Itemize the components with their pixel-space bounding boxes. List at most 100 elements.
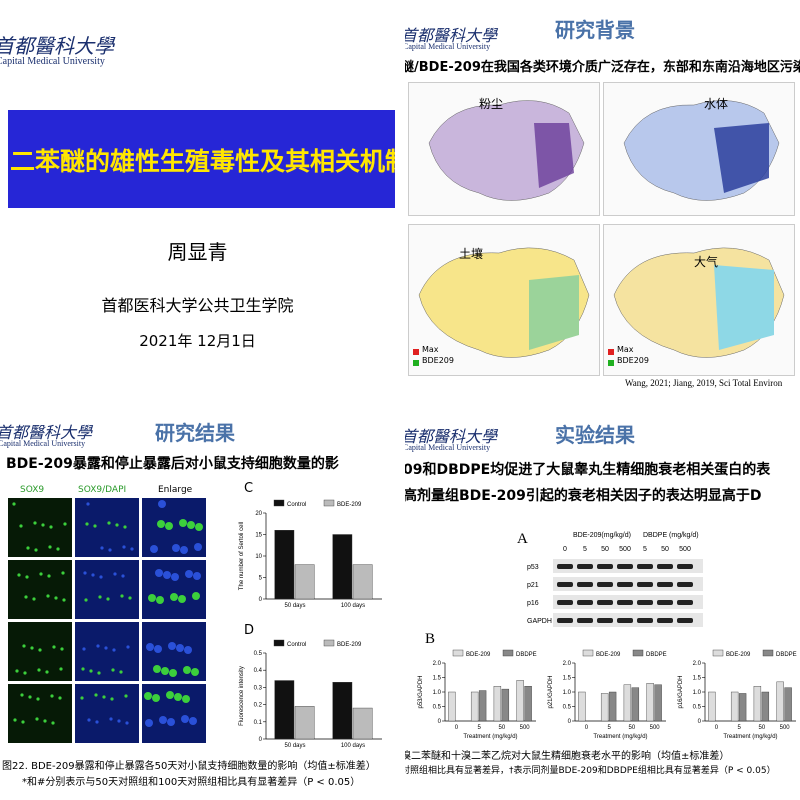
blot-band	[577, 618, 593, 623]
legend-swatch	[323, 639, 335, 647]
blot-band	[637, 600, 653, 605]
cell	[59, 667, 63, 671]
affiliation: 首都医科大学公共卫生学院	[101, 296, 294, 315]
blot-group: BDE-209(mg/kg/d)	[573, 532, 631, 539]
image-label: SOX9	[20, 485, 45, 495]
bar	[738, 693, 747, 722]
legend-label: BDE-209	[596, 652, 621, 658]
cell	[145, 719, 153, 727]
y-tick-label: 2.0	[563, 661, 572, 667]
cell	[168, 642, 176, 650]
cell	[125, 721, 129, 725]
cell	[93, 524, 97, 528]
bar	[332, 682, 353, 740]
cell	[180, 546, 188, 554]
slide-text: 醚/BDE-209在我国各类环境介质广泛存在，东部和东南沿海地区污染	[405, 60, 800, 75]
blot-band	[557, 618, 573, 623]
slide: 首都醫科大學 Capital Medical University 实验结果 0…	[405, 405, 800, 800]
cell	[192, 592, 200, 600]
cell	[128, 596, 132, 600]
slide-text: 高剂量组BDE-209引起的衰老相关因子的表达明显高于D	[405, 488, 762, 504]
cell	[159, 716, 167, 724]
cell	[150, 545, 158, 553]
cell	[182, 695, 190, 703]
bar	[501, 688, 510, 722]
legend-swatch	[452, 649, 464, 657]
protein-label: p21	[527, 582, 539, 589]
cell	[100, 546, 104, 550]
y-tick-label: 0.3	[254, 685, 263, 691]
citation: Wang, 2021; Jiang, 2019, Sci Total Envir…	[625, 378, 783, 388]
bar	[352, 564, 373, 600]
cell	[63, 522, 67, 526]
cell	[174, 693, 182, 701]
cell	[117, 719, 121, 723]
caption: 溴二苯醚和十溴二苯乙烷对大鼠生精细胞衰老水平的影响（均值±标准差）	[405, 751, 730, 762]
legend-label: BDE-209	[466, 652, 491, 658]
legend-label: BDE209	[422, 356, 454, 365]
date: 2021年 12月1日	[139, 332, 256, 350]
legend-label: BDE-209	[337, 502, 362, 508]
x-tick-label: 50	[629, 725, 636, 731]
y-tick-label: 0.2	[254, 703, 263, 709]
slide-title: 研究背景	[555, 18, 635, 42]
cell	[12, 502, 16, 506]
dose-label: 5	[643, 546, 647, 553]
bar	[274, 680, 295, 740]
blot-band	[677, 600, 693, 605]
blot-band	[657, 618, 673, 623]
blot-band	[577, 600, 593, 605]
cell	[87, 718, 91, 722]
map-label: 水体	[704, 97, 729, 111]
logo: 首都醫科大學	[0, 34, 114, 58]
blot-band	[617, 564, 633, 569]
slide-title: 二苯醚的雄性生殖毒性及其相关机制	[10, 147, 395, 176]
cell	[81, 667, 85, 671]
x-tick-label: 0	[455, 725, 459, 731]
cell	[83, 571, 87, 575]
cell	[104, 646, 108, 650]
x-tick-label: 100 days	[341, 603, 365, 609]
legend-label: DBDPE	[646, 652, 667, 658]
cell	[130, 547, 134, 551]
cell	[157, 520, 165, 528]
cell	[82, 647, 86, 651]
dose-label: 50	[601, 546, 609, 553]
cell	[32, 597, 36, 601]
bar	[600, 693, 609, 722]
cell	[25, 575, 29, 579]
legend-swatch	[273, 639, 285, 647]
cell	[121, 574, 125, 578]
cell	[33, 521, 37, 525]
slide-title: 研究结果	[155, 421, 235, 445]
cell	[36, 697, 40, 701]
cell	[152, 694, 160, 702]
cell	[155, 569, 163, 577]
cell	[102, 695, 106, 699]
legend-label: BDE-209	[726, 652, 751, 658]
title-band	[8, 110, 395, 208]
bar	[493, 686, 502, 722]
micrograph	[8, 498, 72, 557]
blot-band	[617, 618, 633, 623]
y-axis-label: p53/GAPDH	[418, 675, 424, 708]
x-tick-label: 50 days	[284, 743, 305, 749]
bar	[708, 691, 716, 722]
cell	[43, 719, 47, 723]
protein-label: p16	[527, 600, 539, 607]
cell	[165, 522, 173, 530]
cell	[107, 521, 111, 525]
y-tick-label: 5	[259, 576, 263, 582]
legend-label: BDE-209	[337, 642, 362, 648]
cell	[144, 692, 152, 700]
slide-text: 09和DBDPE均促进了大鼠睾丸生精细胞衰老相关蛋白的表	[405, 462, 771, 478]
cell	[163, 571, 171, 579]
legend-swatch	[632, 649, 644, 657]
cell	[113, 572, 117, 576]
western-blot: BDE-209(mg/kg/d) DBDPE (mg/kg/d) 0 5 50 500 5 5…	[527, 532, 703, 627]
slide: 首都醫科大學 Capital Medical University 二苯醚的雄性…	[0, 0, 395, 395]
legend-swatch	[582, 649, 594, 657]
cell	[110, 697, 114, 701]
